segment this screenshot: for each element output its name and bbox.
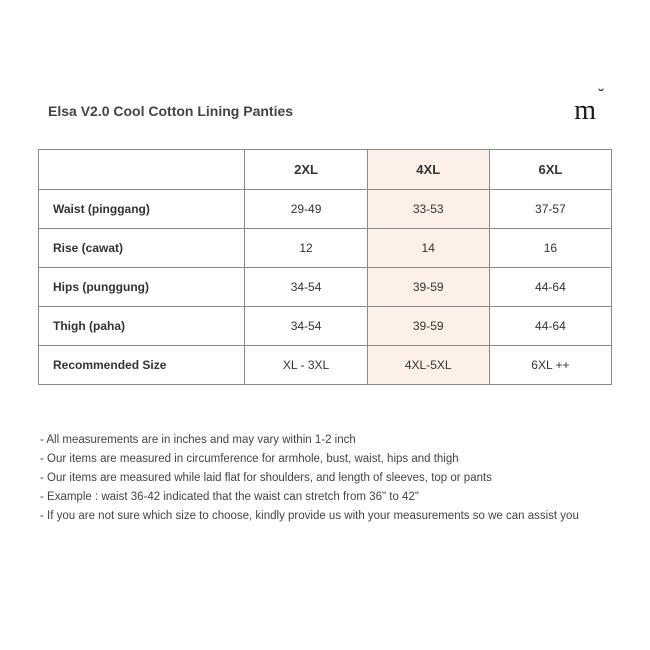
row-label: Rise (cawat) <box>39 229 245 268</box>
cell: 4XL-5XL <box>367 346 489 385</box>
row-label: Waist (pinggang) <box>39 190 245 229</box>
cell: 34-54 <box>245 307 367 346</box>
cell: 39-59 <box>367 307 489 346</box>
cell: 33-53 <box>367 190 489 229</box>
cell: 12 <box>245 229 367 268</box>
note-line: Our items are measured while laid flat f… <box>40 469 610 488</box>
notes-section: All measurements are in inches and may v… <box>38 431 612 526</box>
table-row: Waist (pinggang) 29-49 33-53 37-57 <box>39 190 612 229</box>
table-row: Recommended Size XL - 3XL 4XL-5XL 6XL ++ <box>39 346 612 385</box>
cell: 37-57 <box>489 190 611 229</box>
column-header-empty <box>39 150 245 190</box>
row-label: Thigh (paha) <box>39 307 245 346</box>
brand-logo: m <box>574 95 602 127</box>
row-label: Hips (punggung) <box>39 268 245 307</box>
table-row: Rise (cawat) 12 14 16 <box>39 229 612 268</box>
cell: XL - 3XL <box>245 346 367 385</box>
page-title: Elsa V2.0 Cool Cotton Lining Panties <box>48 103 293 119</box>
note-line: Example : waist 36-42 indicated that the… <box>40 488 610 507</box>
table-header-row: 2XL 4XL 6XL <box>39 150 612 190</box>
note-line: If you are not sure which size to choose… <box>40 507 610 526</box>
cell: 6XL ++ <box>489 346 611 385</box>
size-chart-table: 2XL 4XL 6XL Waist (pinggang) 29-49 33-53… <box>38 149 612 385</box>
table-row: Hips (punggung) 34-54 39-59 44-64 <box>39 268 612 307</box>
cell: 34-54 <box>245 268 367 307</box>
cell: 39-59 <box>367 268 489 307</box>
cell: 29-49 <box>245 190 367 229</box>
cell: 16 <box>489 229 611 268</box>
column-header: 4XL <box>367 150 489 190</box>
header: Elsa V2.0 Cool Cotton Lining Panties m <box>38 95 612 127</box>
cell: 14 <box>367 229 489 268</box>
table-row: Thigh (paha) 34-54 39-59 44-64 <box>39 307 612 346</box>
cell: 44-64 <box>489 268 611 307</box>
cell: 44-64 <box>489 307 611 346</box>
note-line: Our items are measured in circumference … <box>40 450 610 469</box>
column-header: 6XL <box>489 150 611 190</box>
column-header: 2XL <box>245 150 367 190</box>
row-label: Recommended Size <box>39 346 245 385</box>
note-line: All measurements are in inches and may v… <box>40 431 610 450</box>
